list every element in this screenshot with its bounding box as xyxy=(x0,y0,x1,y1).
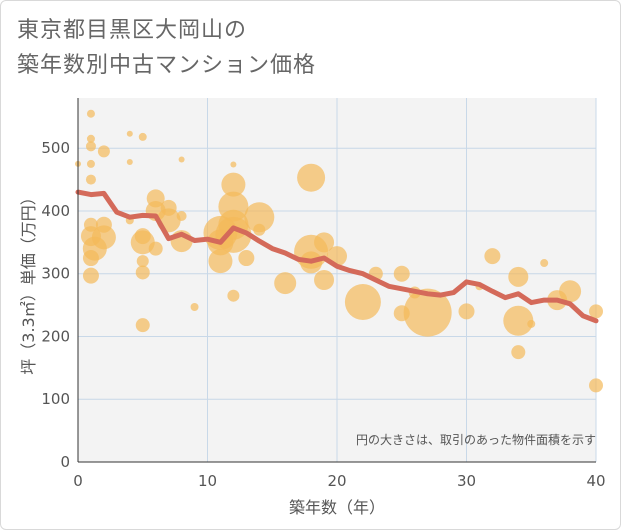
bubble-point xyxy=(221,172,246,197)
bubble-point xyxy=(227,289,240,302)
bubble-point xyxy=(86,134,95,143)
bubble-point xyxy=(238,250,255,267)
bubble-point xyxy=(135,265,150,280)
bubble-point xyxy=(138,132,147,141)
bubble-point xyxy=(508,266,529,287)
bubble-size-note: 円の大きさは、取引のあった物件面積を示す xyxy=(356,432,596,447)
bubble-point xyxy=(178,156,185,163)
bubble-point xyxy=(82,250,99,267)
bubble-point xyxy=(85,141,96,152)
bubble-point xyxy=(86,109,95,118)
bubble-point xyxy=(393,265,410,282)
x-tick-label: 20 xyxy=(327,472,346,490)
bubble-point xyxy=(274,272,297,295)
bubble-point xyxy=(344,283,381,320)
bubble-point xyxy=(215,216,252,253)
bubble-point xyxy=(527,319,536,328)
bubble-point xyxy=(484,248,501,265)
bubble-point xyxy=(314,270,335,290)
y-axis-label: 坪（3.3㎡）単価（万円） xyxy=(19,189,38,374)
bubble-point xyxy=(540,259,549,268)
bubble-point xyxy=(91,225,116,250)
bubble-point xyxy=(403,288,452,337)
x-tick-label: 30 xyxy=(457,472,476,490)
bubble-point xyxy=(511,345,526,360)
bubble-point xyxy=(176,210,187,221)
trend-line xyxy=(75,189,599,324)
bubble-point xyxy=(126,130,133,137)
y-tick-label: 500 xyxy=(41,139,70,157)
bubble-point xyxy=(244,202,275,233)
bubble-point xyxy=(135,318,150,333)
bubble-point xyxy=(559,280,582,303)
bubble-point xyxy=(126,159,133,166)
title-line-2: 築年数別中古マンション価格 xyxy=(17,53,317,78)
y-tick-label: 100 xyxy=(41,390,70,408)
x-tick-label: 10 xyxy=(198,472,217,490)
bubble-point xyxy=(85,174,96,185)
y-tick-label: 200 xyxy=(41,327,70,345)
bubble-point xyxy=(208,249,233,274)
bubble-point xyxy=(589,304,603,319)
x-axis-label: 築年数（年） xyxy=(289,498,385,517)
y-tick-label: 300 xyxy=(41,265,70,283)
bubble-point xyxy=(230,161,237,168)
bubble-point xyxy=(190,302,199,311)
bubble-point xyxy=(82,267,99,284)
y-tick-label: 400 xyxy=(41,202,70,220)
bubble-point xyxy=(253,223,266,236)
x-tick-label: 0 xyxy=(73,472,83,490)
bubble-point xyxy=(314,232,335,253)
bubble-point xyxy=(97,145,110,158)
bubble-point xyxy=(136,255,149,268)
x-tick-label: 40 xyxy=(586,472,605,490)
bubble-series xyxy=(75,109,603,393)
y-tick-label: 0 xyxy=(60,453,70,471)
title-line-1: 東京都目黒区大岡山の xyxy=(17,18,248,43)
bubble-point xyxy=(297,163,326,192)
chart-title: 東京都目黒区大岡山の 築年数別中古マンション価格 xyxy=(17,13,316,83)
bubble-point xyxy=(589,378,603,393)
bubble-point xyxy=(503,305,534,336)
bubble-point xyxy=(86,159,95,168)
bubble-point xyxy=(458,303,475,320)
bubble-point xyxy=(148,241,163,256)
